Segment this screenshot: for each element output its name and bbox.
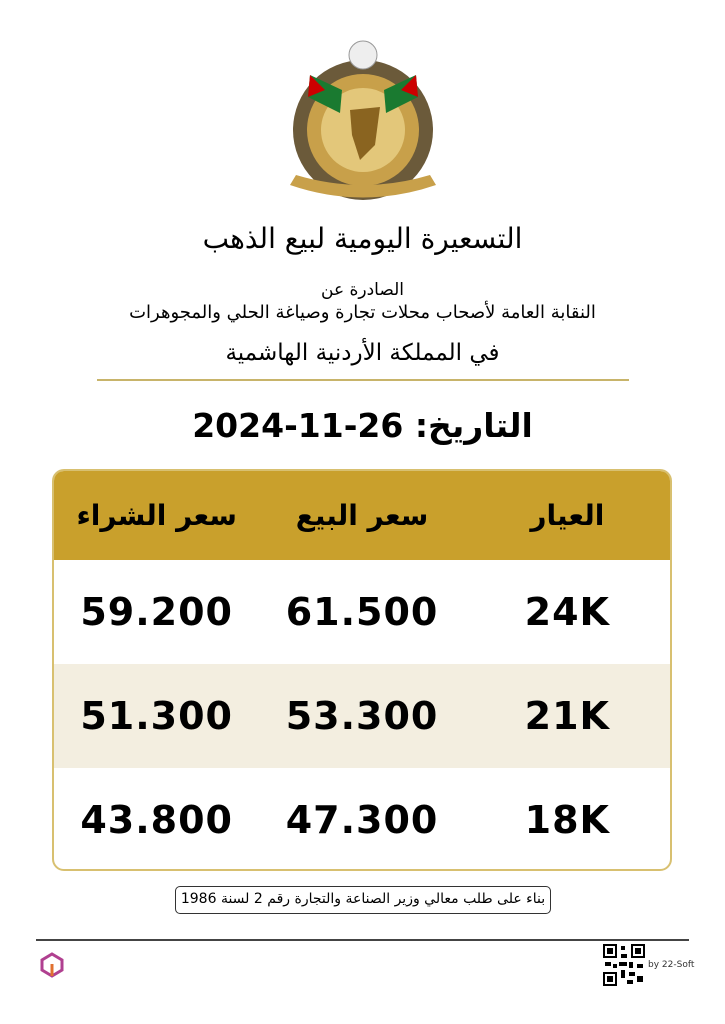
buy-price: 59.200: [80, 590, 233, 634]
table-header: العيار سعر البيع سعر الشراء: [54, 471, 670, 560]
organization-name: النقابة العامة لأصحاب محلات تجارة وصياغة…: [129, 302, 596, 323]
sell-price: 53.300: [285, 694, 439, 738]
table-row: 21K 53.300 51.300: [54, 664, 670, 768]
sell-price: 47.300: [285, 798, 439, 842]
table-row: 18K 47.300 43.800: [54, 768, 670, 869]
credit-text: by 22-Soft: [648, 960, 695, 970]
date-label: التاريخ:: [414, 406, 533, 445]
karat: 21K: [524, 694, 610, 738]
page-title: التسعيرة اليومية لبيع الذهب: [202, 222, 523, 255]
ministry-note: بناء على طلب معالي وزير الصناعة والتجارة…: [175, 886, 551, 914]
karat: 24K: [524, 590, 610, 634]
date-value: 26-11-2024: [192, 406, 404, 445]
header-sell-price: سعر البيع: [295, 499, 429, 532]
buy-price: 43.800: [80, 798, 233, 842]
price-table: العيار سعر البيع سعر الشراء 24K 61.500 5…: [52, 469, 672, 871]
karat: 18K: [524, 798, 610, 842]
qr-code[interactable]: [603, 944, 645, 986]
header-buy-price: سعر الشراء: [76, 499, 237, 532]
footer-divider: [36, 939, 689, 941]
header-karat: العيار: [530, 499, 605, 532]
table-row: 24K 61.500 59.200: [54, 560, 670, 664]
syndicate-logo: [290, 40, 436, 200]
divider: [97, 379, 629, 381]
date-line: التاريخ: 26-11-2024: [0, 406, 725, 445]
issued-by: الصادرة عن: [321, 280, 404, 300]
22soft-logo-icon: [40, 952, 64, 978]
sell-price: 61.500: [285, 590, 439, 634]
country-name: في المملكة الأردنية الهاشمية: [225, 340, 500, 366]
buy-price: 51.300: [80, 694, 233, 738]
